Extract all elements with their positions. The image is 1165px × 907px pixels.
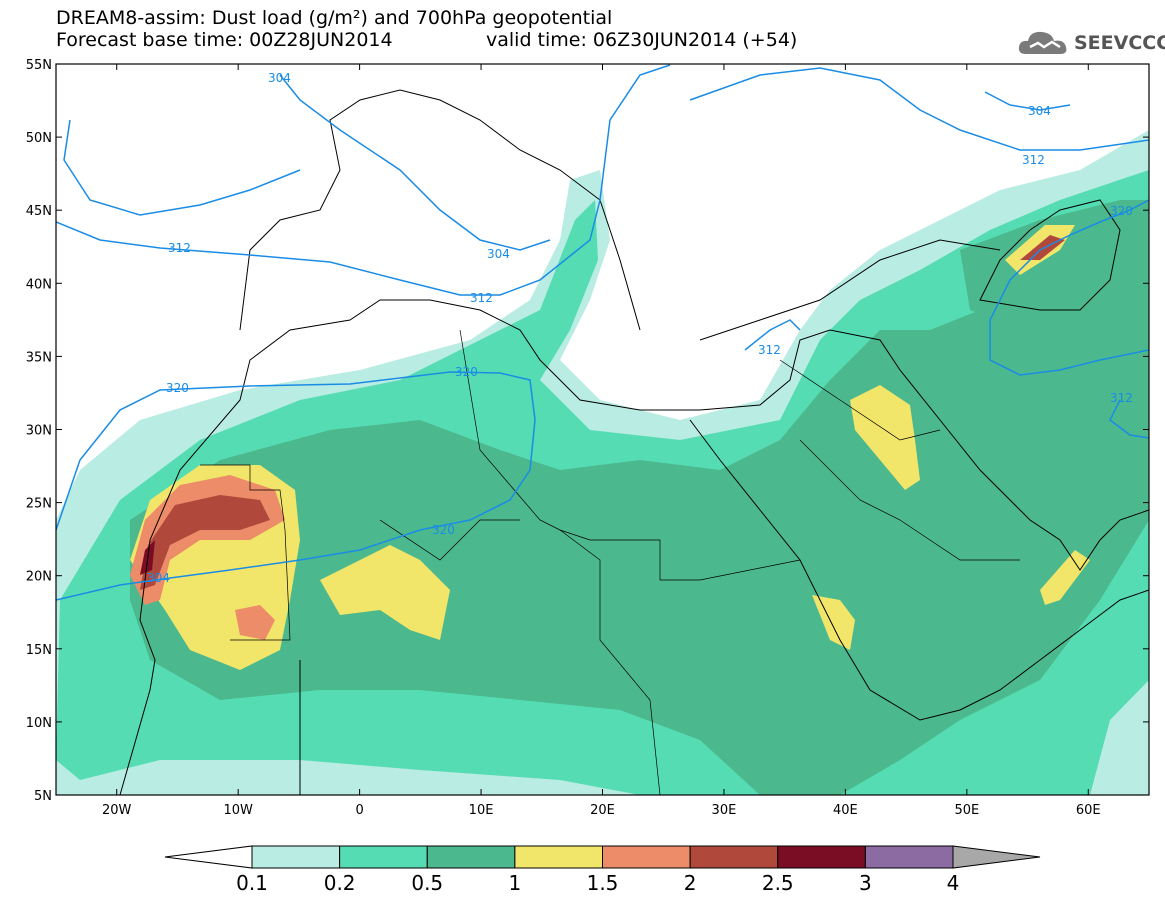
- contour-312-cyprus: [744, 319, 801, 351]
- lon-tick-label: 30E: [712, 803, 737, 818]
- colorbar-label: 0.5: [411, 871, 444, 895]
- forecast-base-time: Forecast base time: 00Z28JUN2014 valid ti…: [56, 29, 797, 51]
- contour-label: 312: [470, 291, 493, 305]
- lon-tick-label: 20E: [590, 803, 615, 818]
- coastlines: [119, 89, 1149, 795]
- valid-time-text: valid time: 06Z30JUN2014 (+54): [486, 29, 798, 51]
- contour-label: 312: [168, 241, 191, 255]
- dust-level-yellow-iraq: [850, 385, 920, 490]
- colorbar-label: 1.5: [586, 871, 619, 895]
- lat-tick-label: 45N: [26, 204, 52, 219]
- contour-312-se: [1109, 399, 1149, 439]
- longitude-axis: 20W 10W 0 10E 20E 30E 40E 50E 60E: [102, 64, 1101, 818]
- colorbar-label: 0.1: [236, 871, 268, 895]
- lat-tick-label: 20N: [26, 570, 52, 585]
- contour-304-west: [279, 74, 551, 251]
- lat-tick-label: 50N: [26, 131, 52, 146]
- colorbar-label: 3: [859, 871, 872, 895]
- colorbar-label: 2.5: [761, 871, 794, 895]
- base-time-text: Forecast base time: 00Z28JUN2014: [56, 29, 393, 51]
- latitude-axis: 5N 10N 15N 20N 25N 30N 35N 40N 45N 50N 55N: [26, 58, 1149, 804]
- contour-304-east: [984, 91, 1071, 111]
- lat-tick-label: 10N: [26, 716, 52, 731]
- lat-tick-label: 15N: [26, 643, 52, 658]
- lat-tick-label: 30N: [26, 424, 52, 439]
- lon-tick-label: 10W: [223, 803, 253, 818]
- contour-label: 312: [1022, 153, 1045, 167]
- dust-level-dark-east: [960, 200, 1149, 330]
- contour-label: 320: [432, 523, 455, 537]
- colorbar-label: 2: [683, 871, 697, 895]
- contour-label: 320: [1110, 204, 1133, 218]
- lon-tick-label: 50E: [954, 803, 979, 818]
- contour-label: 304: [268, 71, 291, 85]
- country-borders: [200, 329, 1020, 795]
- lon-tick-label: 10E: [469, 803, 494, 818]
- contour-label: 304: [487, 247, 510, 261]
- contour-312-east: [689, 67, 1149, 151]
- lat-tick-label: 35N: [26, 350, 52, 365]
- lat-tick-label: 25N: [26, 497, 52, 512]
- lon-tick-label: 40E: [833, 803, 858, 818]
- contour-label: 320: [455, 365, 478, 379]
- dust-level-yellow-oman: [1040, 550, 1090, 605]
- contour-312-west: [63, 119, 301, 216]
- contour-label: 304: [1028, 104, 1051, 118]
- contour-312-mid: [56, 64, 671, 296]
- cloud-icon: [1018, 31, 1067, 54]
- geopotential-contours: [56, 64, 1149, 601]
- lat-tick-label: 55N: [26, 58, 52, 73]
- dust-field: [56, 64, 1149, 795]
- lon-tick-label: 60E: [1076, 803, 1101, 818]
- seevccc-logo: SEEVCCC: [1018, 28, 1165, 58]
- contour-label: 304: [147, 571, 170, 585]
- dust-level-darkred-caspian: [1020, 235, 1065, 260]
- dust-level-yellow-redsea: [812, 595, 855, 650]
- logo-text: SEEVCCC: [1074, 32, 1165, 54]
- colorbar-label: 0.2: [323, 871, 356, 895]
- contour-320-east: [989, 199, 1149, 376]
- dust-level-dark: [130, 210, 1149, 795]
- colorbar-label: 1: [508, 871, 522, 895]
- contour-label: 312: [1110, 391, 1133, 405]
- dust-level-darkred: [140, 495, 270, 590]
- colorbar-label: 4: [946, 871, 960, 895]
- dust-level-orange-mali: [235, 605, 275, 640]
- lon-tick-label: 20W: [102, 803, 132, 818]
- contour-label: 312: [758, 343, 781, 357]
- contour-label: 320: [166, 381, 189, 395]
- contour-320-west: [56, 371, 536, 601]
- lat-tick-label: 5N: [34, 789, 52, 804]
- map-title: DREAM8-assim: Dust load (g/m²) and 700hP…: [56, 7, 613, 29]
- lon-tick-label: 0: [355, 803, 363, 818]
- contour-labels: 304 304 312 304 312 312 320 320 320 304 …: [147, 71, 1133, 585]
- dust-level-yellow-niger: [320, 545, 450, 640]
- lat-tick-label: 40N: [26, 277, 52, 292]
